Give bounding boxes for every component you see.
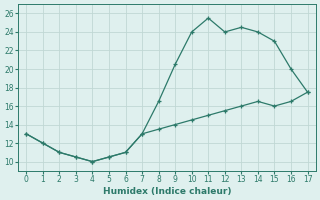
X-axis label: Humidex (Indice chaleur): Humidex (Indice chaleur) [103,187,231,196]
